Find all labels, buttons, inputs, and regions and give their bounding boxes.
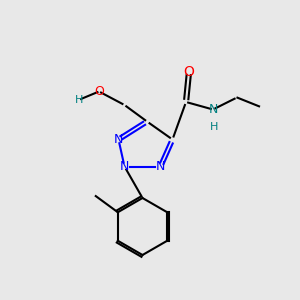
Text: N: N [120, 160, 129, 173]
Text: N: N [114, 133, 123, 146]
Text: O: O [184, 65, 194, 79]
Text: H: H [210, 122, 219, 133]
Text: N: N [156, 160, 165, 173]
Text: O: O [94, 85, 104, 98]
Text: H: H [75, 94, 84, 105]
Text: N: N [208, 103, 218, 116]
